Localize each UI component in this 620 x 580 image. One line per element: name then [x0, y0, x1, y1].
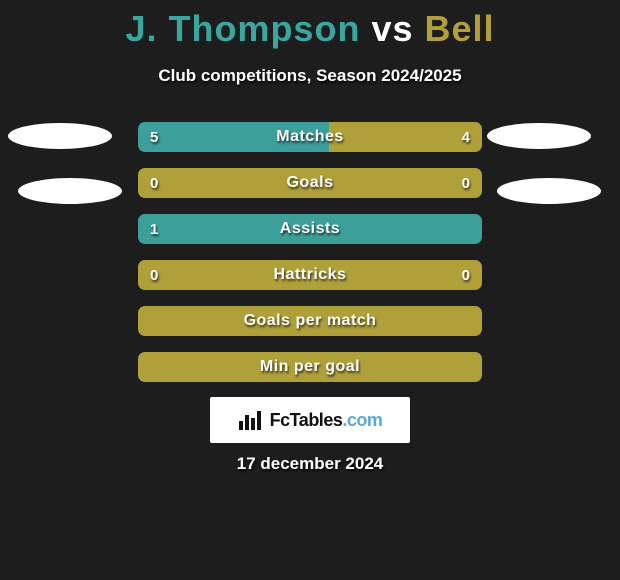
stat-value-left: 5 — [150, 122, 158, 152]
logo-bars-icon — [238, 409, 264, 431]
stat-row: Min per goal — [138, 352, 482, 382]
decorative-ellipse — [18, 178, 122, 204]
stat-label: Matches — [138, 122, 482, 152]
stat-value-right: 4 — [462, 122, 470, 152]
logo-text: FcTables.com — [270, 410, 383, 431]
stat-row: Goals0 0 — [138, 168, 482, 198]
stat-row: Goals per match — [138, 306, 482, 336]
stat-label: Hattricks — [138, 260, 482, 290]
stat-value-left: 0 — [150, 168, 158, 198]
stat-rows: Matches54Goals00Assists1Hattricks00Goals… — [138, 122, 482, 398]
player2-name: Bell — [425, 8, 495, 49]
decorative-ellipse — [8, 123, 112, 149]
date-label: 17 december 2024 — [0, 454, 620, 474]
stat-value-left: 1 — [150, 214, 158, 244]
stat-label: Goals — [138, 168, 482, 198]
stat-value-left: 0 — [150, 260, 158, 290]
stat-row: Assists1 — [138, 214, 482, 244]
stat-label: Goals per match — [138, 306, 482, 336]
subtitle: Club competitions, Season 2024/2025 — [0, 66, 620, 86]
stat-label: Assists — [138, 214, 482, 244]
logo-text-suffix: .com — [342, 410, 382, 430]
stat-value-right: 0 — [462, 260, 470, 290]
vs-text: vs — [371, 8, 413, 49]
comparison-title: J. Thompson vs Bell — [0, 0, 620, 50]
player1-name: J. Thompson — [125, 8, 360, 49]
decorative-ellipse — [497, 178, 601, 204]
stat-label: Min per goal — [138, 352, 482, 382]
decorative-ellipse — [487, 123, 591, 149]
stat-row: Matches5 4 — [138, 122, 482, 152]
fctables-logo: FcTables.com — [210, 397, 410, 443]
stat-row: Hattricks0 0 — [138, 260, 482, 290]
stat-value-right: 0 — [462, 168, 470, 198]
logo-text-prefix: FcTables — [270, 410, 343, 430]
